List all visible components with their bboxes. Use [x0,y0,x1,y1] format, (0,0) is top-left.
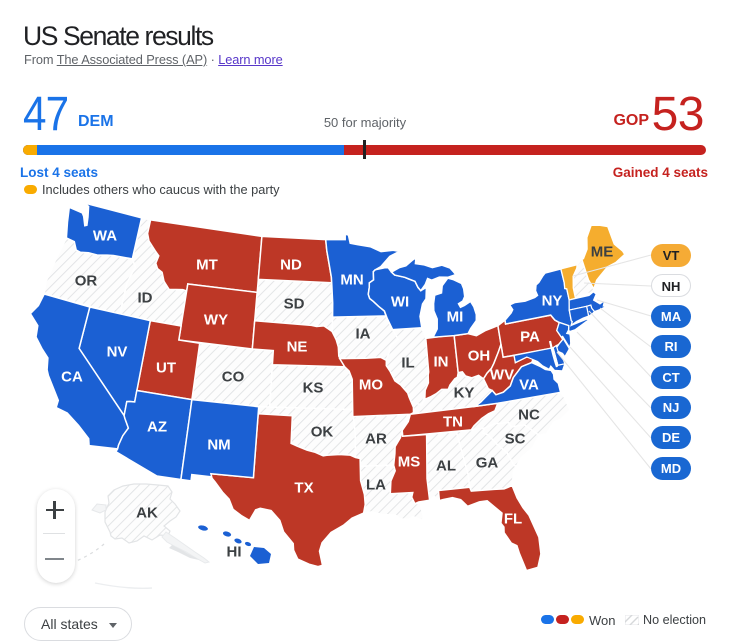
svg-text:WY: WY [204,312,228,329]
svg-text:AZ: AZ [147,419,167,436]
svg-text:KS: KS [303,380,324,397]
svg-text:CA: CA [61,369,83,386]
svg-text:AL: AL [436,458,456,475]
svg-text:NV: NV [107,344,128,361]
svg-text:NE: NE [287,339,308,356]
svg-text:AR: AR [365,431,387,448]
svg-text:GA: GA [476,455,499,472]
svg-text:FL: FL [504,511,522,528]
svg-text:MN: MN [340,272,363,289]
svg-text:WI: WI [391,294,409,311]
svg-text:VA: VA [519,377,539,394]
svg-text:MS: MS [398,454,421,471]
svg-text:ID: ID [138,290,153,307]
svg-text:MO: MO [359,377,383,394]
svg-text:PA: PA [520,329,540,346]
svg-text:HI: HI [227,544,242,561]
svg-text:TN: TN [443,414,463,431]
svg-text:OH: OH [468,348,491,365]
svg-text:AK: AK [136,505,158,522]
svg-text:WV: WV [490,367,514,384]
svg-text:TX: TX [294,480,313,497]
svg-text:NY: NY [542,293,563,310]
svg-text:MI: MI [447,309,464,326]
svg-text:MT: MT [196,257,218,274]
svg-text:SC: SC [505,431,526,448]
svg-text:IL: IL [401,355,414,372]
svg-text:SD: SD [284,296,305,313]
svg-text:ND: ND [280,257,302,274]
svg-text:ME: ME [591,244,614,261]
svg-text:OR: OR [75,273,98,290]
svg-text:LA: LA [366,477,386,494]
svg-text:OK: OK [311,424,334,441]
svg-text:UT: UT [156,360,176,377]
svg-text:IN: IN [434,354,449,371]
svg-text:CO: CO [222,369,245,386]
svg-text:NM: NM [207,437,230,454]
svg-text:WA: WA [93,228,117,245]
svg-text:KY: KY [454,385,475,402]
svg-text:IA: IA [356,326,371,343]
svg-text:NC: NC [518,407,540,424]
